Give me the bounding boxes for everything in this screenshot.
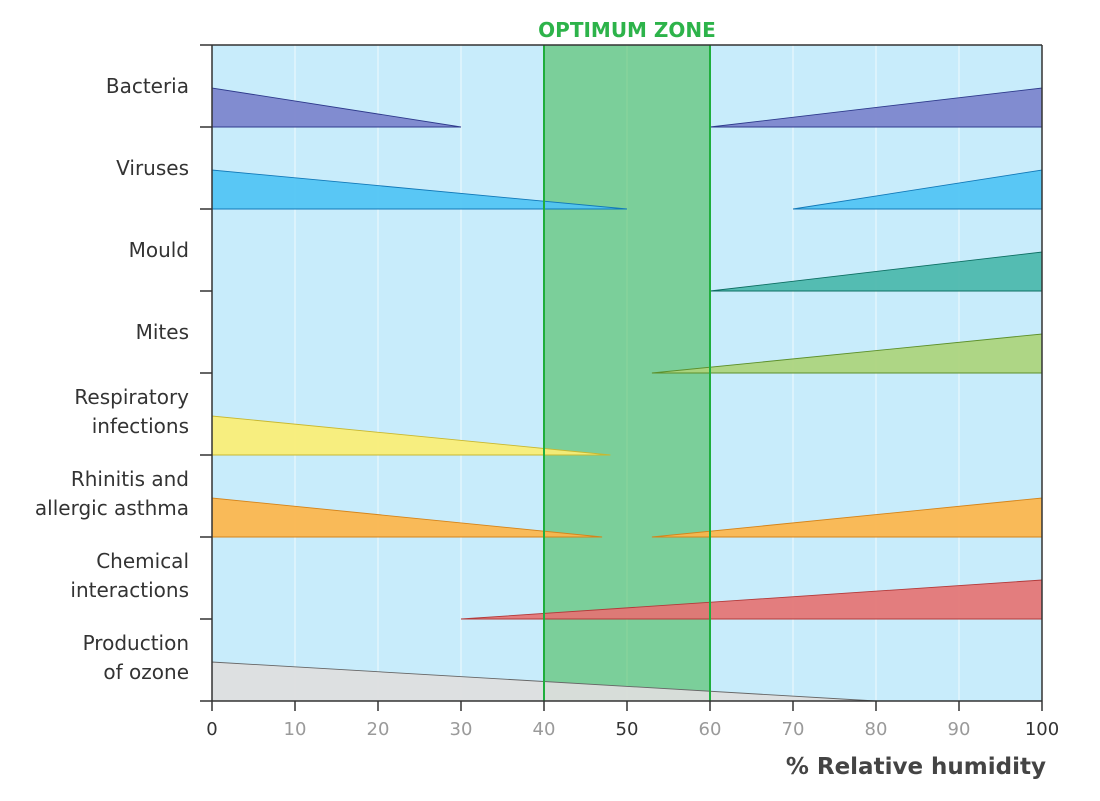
- x-tick-label: 90: [948, 719, 971, 740]
- axes: [200, 44, 1043, 711]
- row-label: Chemical: [96, 549, 189, 573]
- row-label: Mites: [136, 320, 189, 344]
- row-label: Respiratory: [74, 385, 189, 409]
- x-tick-label: 70: [782, 719, 805, 740]
- optimum-zone-title: OPTIMUM ZONE: [538, 18, 716, 42]
- x-tick-label: 80: [865, 719, 888, 740]
- row-label: Production: [83, 631, 189, 655]
- row-label: infections: [92, 414, 189, 438]
- row-label: allergic asthma: [35, 496, 189, 520]
- row-label: of ozone: [103, 660, 189, 684]
- x-tick-label: 100: [1025, 719, 1059, 740]
- x-tick-label: 30: [450, 719, 473, 740]
- x-tick-label: 10: [284, 719, 307, 740]
- x-axis-title: % Relative humidity: [786, 754, 1046, 780]
- row-labels: Bacteria Viruses Mould Mites Respiratory infe…: [35, 74, 189, 684]
- row-label: Bacteria: [106, 74, 189, 98]
- x-tick-label: 60: [699, 719, 722, 740]
- optimum-zone-lines: [543, 45, 711, 701]
- row-label: Rhinitis and: [71, 467, 189, 491]
- row-label: Viruses: [116, 156, 189, 180]
- x-tick-label: 20: [367, 719, 390, 740]
- x-tick-label: 50: [616, 719, 639, 740]
- x-tick-label: 0: [206, 719, 217, 740]
- x-tick-label: 40: [533, 719, 556, 740]
- row-label: interactions: [70, 578, 189, 602]
- row-label: Mould: [129, 238, 189, 262]
- x-tick-labels: 0 10 20 30 40 50 60 70 80 90 100: [206, 719, 1059, 740]
